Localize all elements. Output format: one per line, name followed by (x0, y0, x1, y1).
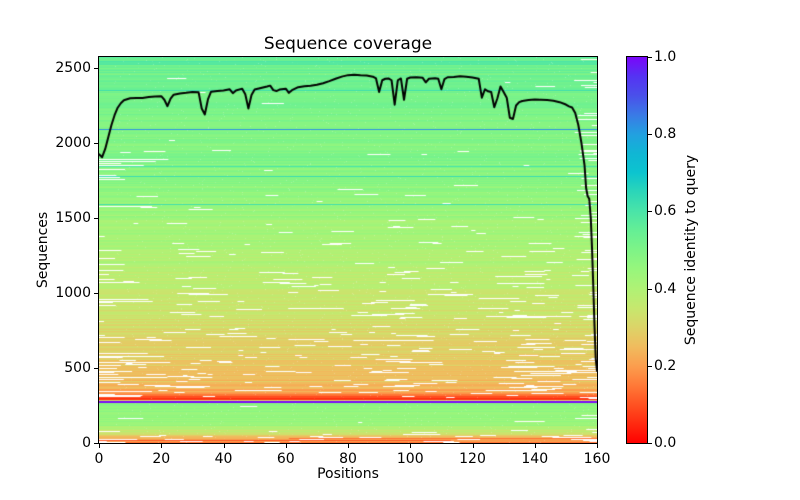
x-tick (98, 444, 100, 448)
colorbar-tick-label: 0.4 (654, 280, 677, 297)
x-tick-label: 160 (583, 451, 611, 467)
colorbar-label: Sequence identity to query (683, 154, 699, 346)
colorbar-tick-label: 0.2 (654, 357, 677, 374)
x-tick-label: 0 (94, 451, 104, 467)
y-tick (94, 443, 98, 444)
colorbar-tick (648, 211, 652, 212)
y-tick-label: 1500 (55, 209, 91, 226)
colorbar-tick-label: 0.8 (654, 126, 677, 143)
x-tick (534, 444, 536, 448)
y-tick (94, 368, 98, 369)
colorbar-tick (648, 443, 652, 444)
y-tick (94, 68, 98, 69)
y-tick-label: 2500 (55, 59, 91, 76)
y-tick (94, 143, 98, 144)
x-tick (347, 444, 349, 448)
x-tick-label: 20 (152, 451, 171, 467)
chart-title: Sequence coverage (263, 34, 433, 54)
colorbar-tick (648, 366, 652, 367)
x-tick (223, 444, 225, 448)
x-tick (472, 444, 474, 448)
colorbar-tick (648, 289, 652, 290)
colorbar-tick-label: 1.0 (654, 49, 677, 65)
x-axis-label: Positions (317, 466, 379, 482)
y-tick-label: 1000 (55, 284, 91, 301)
x-tick-label: 40 (214, 451, 233, 467)
y-tick-label: 500 (64, 359, 91, 376)
x-tick (285, 444, 287, 448)
x-tick-label: 140 (521, 451, 549, 467)
colorbar-tick (648, 134, 652, 135)
colorbar-tick-label: 0.0 (654, 435, 677, 451)
msa-coverage-heatmap (99, 57, 597, 443)
y-tick (94, 293, 98, 294)
colorbar-tick-label: 0.6 (654, 203, 677, 220)
plot-border (98, 56, 598, 444)
x-tick-label: 80 (339, 451, 357, 467)
x-tick-label: 120 (459, 451, 486, 467)
colorbar (626, 56, 648, 444)
x-tick-label: 60 (276, 451, 295, 467)
colorbar-tick (648, 57, 652, 58)
y-tick-label: 0 (82, 435, 91, 451)
y-tick (94, 218, 98, 219)
x-tick (160, 444, 162, 448)
x-tick (409, 444, 411, 448)
y-tick-label: 2000 (55, 134, 91, 151)
x-tick (596, 444, 598, 448)
x-tick-label: 100 (396, 451, 424, 467)
